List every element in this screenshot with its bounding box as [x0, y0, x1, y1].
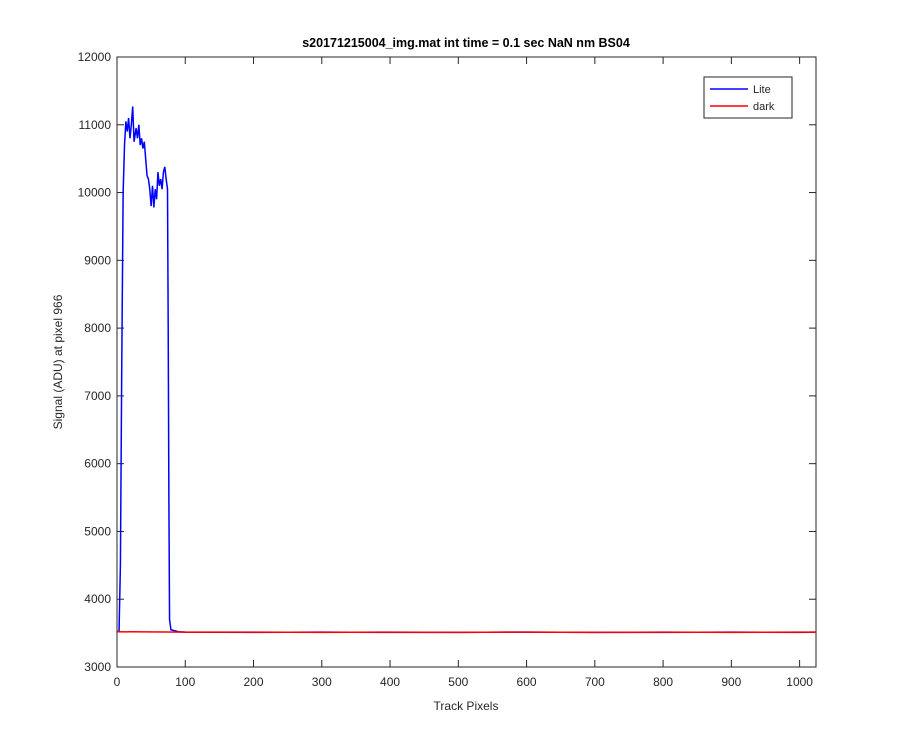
y-tick-label: 5000	[84, 524, 111, 538]
x-tick-label: 700	[585, 675, 605, 689]
y-tick-label: 9000	[84, 253, 111, 267]
x-tick-label: 400	[380, 675, 400, 689]
axes-box	[116, 56, 817, 668]
legend-box	[703, 76, 793, 119]
y-tick-label: 10000	[78, 186, 112, 200]
x-tick-label: 100	[175, 675, 195, 689]
y-tick-label: 8000	[84, 321, 111, 335]
x-tick-label: 300	[312, 675, 332, 689]
y-tick-label: 4000	[84, 592, 111, 606]
y-tick-label: 11000	[79, 118, 112, 132]
x-axis-label: Track Pixels	[434, 699, 499, 713]
data-line	[116, 106, 817, 634]
legend-label: Lite	[753, 84, 771, 96]
x-tick-label: 1000	[786, 675, 813, 689]
x-tick-label: 200	[244, 675, 264, 689]
x-tick-label: 600	[517, 675, 537, 689]
legend-label: dark	[753, 101, 775, 113]
data-line	[116, 631, 816, 634]
y-tick-label: 7000	[84, 389, 111, 403]
x-tick-label: 0	[114, 675, 121, 689]
x-tick-label: 800	[653, 675, 673, 689]
y-tick-label: 12000	[78, 50, 112, 64]
x-tick-label: 900	[721, 675, 741, 689]
x-tick-label: 500	[448, 675, 468, 689]
y-axis-label: Signal (ADU) at pixel 966	[51, 294, 65, 429]
chart-title: s20171215004_img.mat int time = 0.1 sec …	[302, 36, 630, 50]
y-tick-label: 3000	[84, 660, 111, 674]
y-tick-label: 6000	[84, 457, 111, 471]
